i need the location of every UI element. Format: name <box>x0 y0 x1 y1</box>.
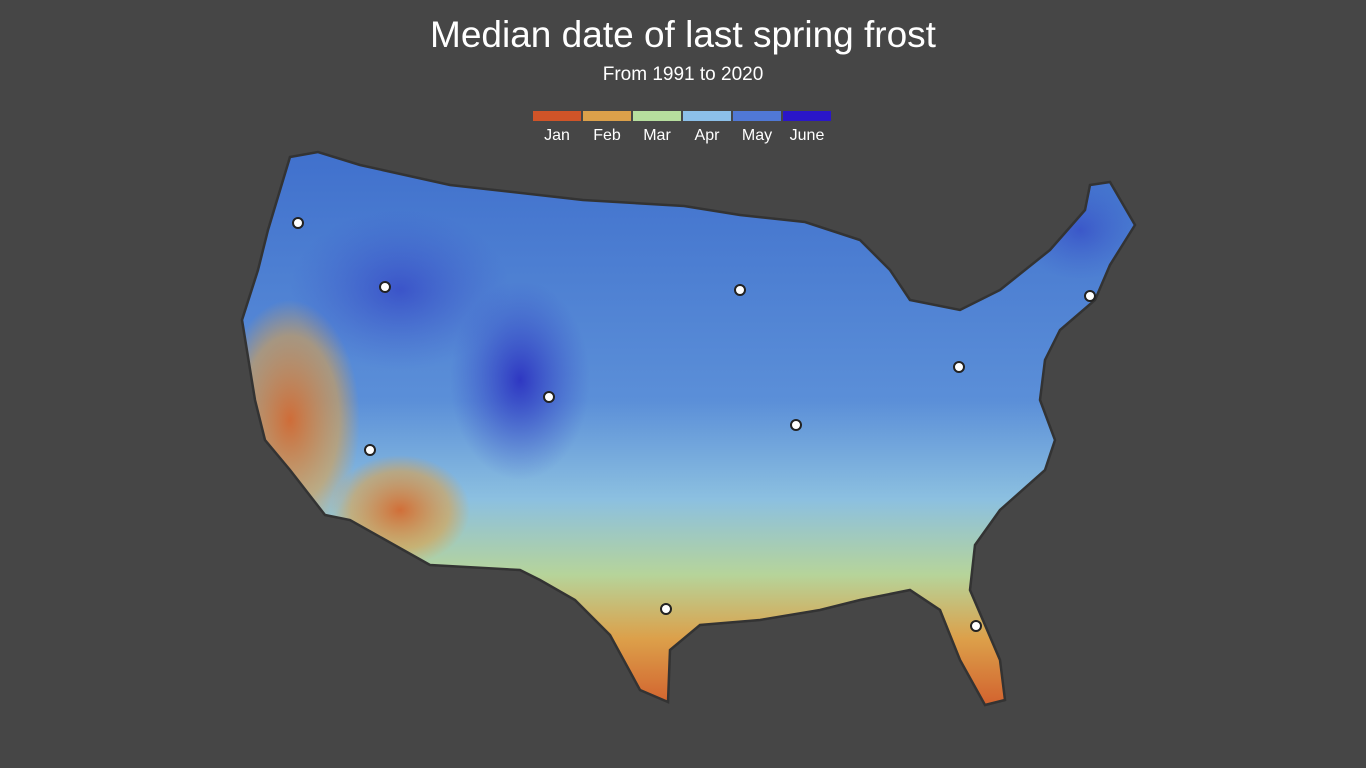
legend-label: June <box>789 127 825 144</box>
legend: Jan Feb Mar Apr May June <box>533 111 831 145</box>
city-marker <box>734 284 746 296</box>
chart-title: Median date of last spring frost <box>430 14 936 55</box>
legend-item: May <box>733 111 781 145</box>
legend-label: May <box>741 127 773 144</box>
chart-subtitle: From 1991 to 2020 <box>602 64 764 85</box>
legend-swatch <box>633 111 681 121</box>
city-marker <box>364 444 376 456</box>
new-england-late-frost-zone <box>1020 180 1135 280</box>
legend-swatch <box>783 111 831 121</box>
legend-item: Jan <box>533 111 581 145</box>
legend-swatch <box>683 111 731 121</box>
us-outline <box>240 150 1137 707</box>
legend-label: Jan <box>544 127 570 144</box>
legend-label: Mar <box>643 127 671 144</box>
legend-item: Mar <box>633 111 681 145</box>
city-marker <box>292 217 304 229</box>
legend-item: Feb <box>583 111 631 145</box>
city-marker <box>953 361 965 373</box>
legend-label: Feb <box>593 127 621 144</box>
northwest-late-frost-zone <box>290 210 510 370</box>
city-marker <box>543 391 555 403</box>
legend-swatch <box>533 111 581 121</box>
city-marker <box>970 620 982 632</box>
city-markers <box>292 217 1096 632</box>
city-marker <box>660 603 672 615</box>
legend-label: Apr <box>694 127 720 144</box>
legend-item: Apr <box>683 111 731 145</box>
city-marker <box>790 419 802 431</box>
legend-swatch <box>583 111 631 121</box>
city-marker <box>379 281 391 293</box>
legend-swatch <box>733 111 781 121</box>
legend-item: June <box>783 111 831 145</box>
city-marker <box>1084 290 1096 302</box>
